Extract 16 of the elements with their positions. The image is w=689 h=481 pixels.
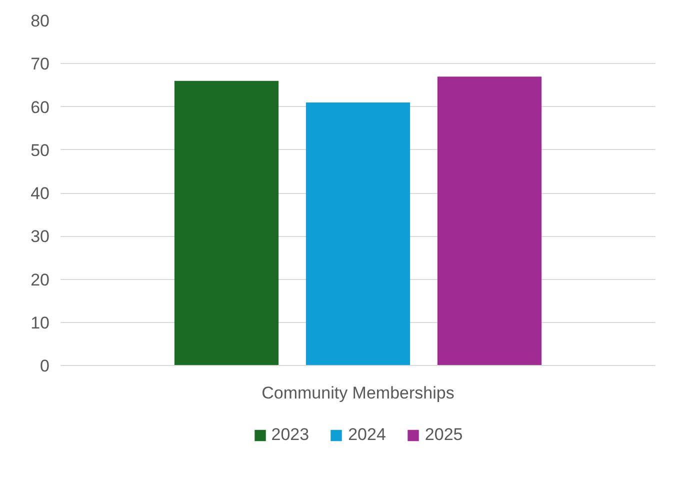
y-tick-label: 60 (30, 98, 50, 117)
y-tick-label: 80 (30, 12, 50, 30)
y-tick-label: 70 (30, 54, 50, 74)
legend-label: 2023 (271, 425, 310, 445)
bar (306, 102, 410, 366)
y-tick-label: 20 (30, 270, 50, 290)
x-tick-label: Community Memberships (262, 384, 454, 402)
y-tick-label: 30 (30, 227, 50, 246)
y-tick-label: 10 (30, 313, 50, 332)
legend-label: 2024 (348, 425, 386, 445)
bar (437, 76, 542, 366)
bar (174, 80, 279, 366)
y-tick-label: 0 (40, 356, 50, 376)
y-tick-label: 40 (30, 184, 50, 203)
legend-label: 2025 (424, 425, 463, 445)
y-tick-label: 50 (30, 140, 50, 160)
